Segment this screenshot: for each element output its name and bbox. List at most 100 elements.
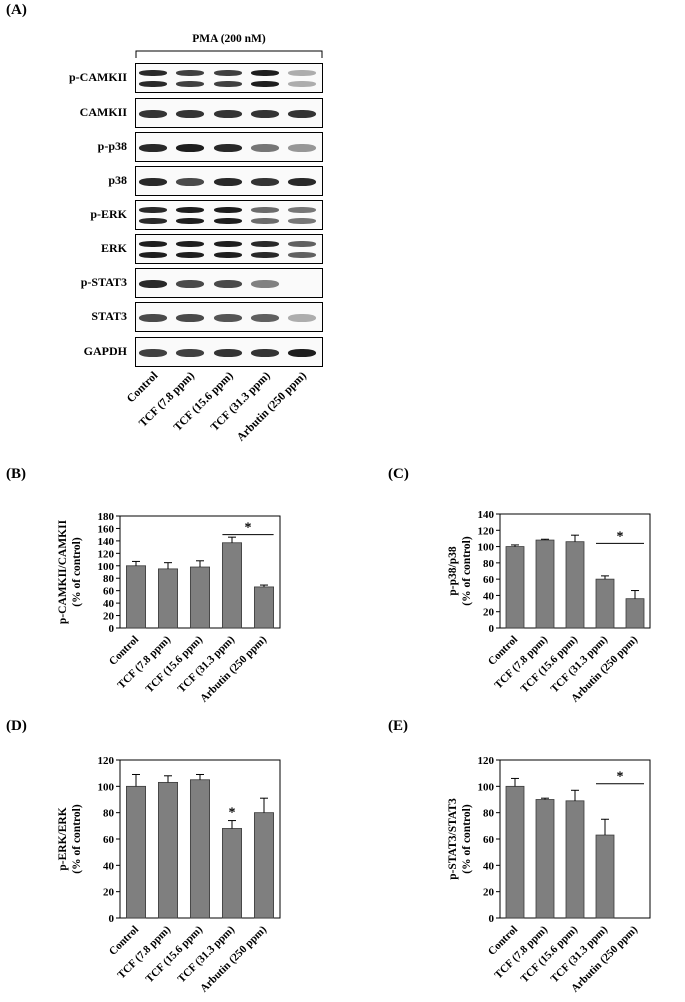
blot-strip bbox=[135, 234, 323, 264]
y-tick-label: 100 bbox=[98, 781, 115, 793]
x-tick-label: TCF (15.6 ppm) bbox=[144, 923, 206, 985]
y-tick-label: 0 bbox=[489, 913, 495, 925]
y-axis-label: p-p38/p38 bbox=[447, 546, 459, 595]
blot-band bbox=[214, 70, 242, 76]
y-tick-label: 60 bbox=[103, 586, 115, 598]
blot-band bbox=[176, 314, 204, 322]
bar bbox=[505, 546, 525, 629]
bar bbox=[189, 779, 210, 919]
bar bbox=[505, 785, 525, 919]
blot-band bbox=[214, 207, 242, 213]
chart-p-p38: 0 20 40 60 80 100 120 140 p-p38/p38 (% of control… bbox=[447, 509, 651, 705]
blot-row-label: GAPDH bbox=[83, 344, 127, 358]
blot-strip bbox=[135, 132, 323, 162]
y-axis-label: p-ERK/ERK bbox=[57, 807, 69, 870]
y-tick-label: 120 bbox=[98, 755, 115, 767]
y-tick-label: 180 bbox=[98, 511, 115, 523]
blot-strip bbox=[135, 302, 323, 332]
blot-band bbox=[214, 178, 242, 186]
y-tick-label: 40 bbox=[483, 860, 495, 872]
y-tick-label: 140 bbox=[478, 509, 495, 521]
x-tick-label: TCF (31.3 ppm) bbox=[176, 633, 238, 695]
blot-band bbox=[176, 218, 204, 224]
blot-band bbox=[251, 241, 279, 247]
panel-label-a: (A) bbox=[6, 2, 27, 18]
blot-band bbox=[251, 280, 279, 288]
blot-band bbox=[176, 241, 204, 247]
blot-band bbox=[139, 81, 167, 87]
blot-strip bbox=[135, 337, 323, 367]
blot-row-label: STAT3 bbox=[91, 309, 127, 323]
y-tick-label: 0 bbox=[109, 913, 115, 925]
bar bbox=[535, 799, 555, 919]
y-tick-label: 120 bbox=[98, 548, 115, 560]
y-tick-label: 60 bbox=[483, 574, 495, 586]
bar bbox=[565, 541, 585, 629]
blot-band bbox=[251, 349, 279, 357]
blot-band bbox=[288, 178, 316, 186]
bar bbox=[158, 781, 179, 919]
y-axis-label: (% of control) bbox=[71, 537, 83, 607]
blot-strip bbox=[135, 166, 323, 196]
blot-band bbox=[288, 349, 316, 357]
blot-lane-label: Control bbox=[124, 369, 161, 406]
y-axis-label: (% of control) bbox=[461, 536, 473, 606]
blot-band bbox=[251, 81, 279, 87]
y-tick-label: 160 bbox=[98, 523, 115, 535]
bar bbox=[126, 785, 147, 919]
blot-band bbox=[288, 314, 316, 322]
blot-band bbox=[176, 280, 204, 288]
blot-band bbox=[139, 110, 167, 118]
blot-band bbox=[139, 178, 167, 186]
blot-strip bbox=[135, 98, 323, 128]
blot-band bbox=[176, 110, 204, 118]
blot-band bbox=[214, 314, 242, 322]
chart-p-stat3: 0 20 40 60 80 100 120 p-STAT3/STAT3 (% of contro… bbox=[447, 755, 651, 995]
blot-band bbox=[139, 207, 167, 213]
blot-strip bbox=[135, 63, 323, 93]
blot-band bbox=[214, 280, 242, 288]
blot-band bbox=[288, 207, 316, 213]
blot-band bbox=[251, 70, 279, 76]
y-tick-label: 20 bbox=[483, 607, 495, 619]
significance-star: * bbox=[617, 529, 624, 544]
blot-band bbox=[139, 252, 167, 258]
y-tick-label: 40 bbox=[103, 598, 115, 610]
y-tick-label: 60 bbox=[483, 834, 495, 846]
treatment-bracket bbox=[135, 50, 323, 58]
blot-row-label: CAMKII bbox=[79, 105, 127, 119]
blot-band bbox=[214, 252, 242, 258]
y-tick-label: 0 bbox=[109, 623, 115, 635]
blot-lane-label: Arbutin (250 ppm) bbox=[235, 369, 310, 444]
blot-row-label: p-p38 bbox=[97, 139, 127, 153]
blot-band bbox=[214, 81, 242, 87]
bar bbox=[253, 586, 274, 629]
blot-band bbox=[288, 110, 316, 118]
blot-band bbox=[139, 70, 167, 76]
y-tick-label: 20 bbox=[103, 611, 115, 623]
y-tick-label: 120 bbox=[478, 525, 495, 537]
blot-band bbox=[176, 70, 204, 76]
bar bbox=[221, 828, 242, 919]
y-tick-label: 80 bbox=[483, 558, 495, 570]
significance-star: * bbox=[245, 521, 252, 536]
blot-band bbox=[214, 218, 242, 224]
bar bbox=[158, 568, 179, 629]
blot-band bbox=[139, 349, 167, 357]
blot-band bbox=[251, 218, 279, 224]
bar bbox=[126, 565, 147, 629]
bar bbox=[253, 812, 274, 919]
y-tick-label: 60 bbox=[103, 834, 115, 846]
y-tick-label: 100 bbox=[98, 561, 115, 573]
panel-label-d: (D) bbox=[6, 718, 27, 734]
y-tick-label: 40 bbox=[103, 860, 115, 872]
y-tick-label: 140 bbox=[98, 536, 115, 548]
bar bbox=[625, 598, 645, 629]
blot-band bbox=[288, 81, 316, 87]
blot-band bbox=[214, 349, 242, 357]
y-tick-label: 120 bbox=[478, 755, 495, 767]
y-tick-label: 100 bbox=[478, 781, 495, 793]
blot-band bbox=[251, 178, 279, 186]
